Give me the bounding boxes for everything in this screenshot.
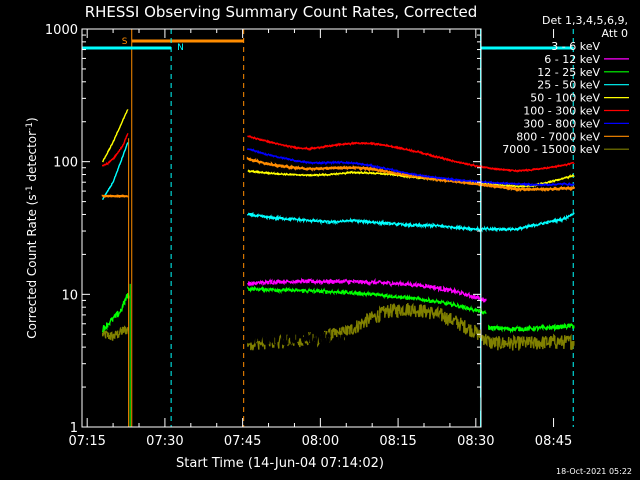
legend-header-line-1: Det 1,3,4,5,6,9, xyxy=(542,14,628,27)
legend-label-0: 3 - 6 keV xyxy=(551,40,600,53)
legend-label-6: 300 - 800 keV xyxy=(523,117,600,130)
series-trace-1 xyxy=(246,156,575,192)
legend-header-line-2: Att 0 xyxy=(602,27,628,40)
legend-label-8: 7000 - 15000 keV xyxy=(502,143,600,156)
series-trace-0 xyxy=(247,327,476,385)
series-trace-0 xyxy=(102,325,129,341)
series-800-7000-kev xyxy=(101,156,575,199)
series-trace-2 xyxy=(488,322,575,334)
x-tick-label: 07:45 xyxy=(224,434,261,449)
axes-layer: 1 10 100 1000 07:15 07:30 07:45 08:00 08:15 08:30… xyxy=(45,23,572,449)
series-trace-0 xyxy=(102,142,129,200)
marker-layer: SN xyxy=(82,29,574,427)
legend-label-2: 12 - 25 keV xyxy=(537,66,600,79)
marker-label-N: N xyxy=(177,43,184,53)
legend-label-4: 50 - 100 keV xyxy=(530,92,600,105)
chart-title: RHESSI Observing Summary Count Rates, Co… xyxy=(85,3,478,21)
series-100-300-kev xyxy=(102,133,575,173)
series-trace-0 xyxy=(102,292,130,333)
series-trace-0 xyxy=(102,109,129,163)
series-trace-1 xyxy=(480,393,492,420)
y-tick-label: 10 xyxy=(61,288,78,303)
series-trace-1 xyxy=(247,285,487,316)
footer-date: 18-Oct-2021 05:22 xyxy=(556,467,632,476)
series-trace-0 xyxy=(247,148,575,188)
series-layer xyxy=(101,109,575,427)
x-tick-label: 08:30 xyxy=(457,434,494,449)
series-trace-0 xyxy=(247,277,487,303)
series-6-12-kev xyxy=(247,277,487,303)
x-tick-label: 08:00 xyxy=(302,434,339,449)
series-12-25-kev xyxy=(102,285,575,334)
series-trace-1 xyxy=(247,135,575,173)
series-trace-1 xyxy=(247,302,575,351)
series-3-6-kev xyxy=(247,327,492,420)
series-trace-0 xyxy=(102,133,129,167)
legend-label-1: 6 - 12 keV xyxy=(544,53,600,66)
marker-label-S: S xyxy=(122,37,128,47)
y-tick-label: 1000 xyxy=(45,23,78,38)
series-trace-1 xyxy=(247,211,575,233)
x-tick-label: 07:30 xyxy=(146,434,183,449)
legend-label-5: 100 - 300 keV xyxy=(523,105,600,118)
series-7000-15000-kev xyxy=(102,302,575,351)
x-axis-label: Start Time (14-Jun-04 07:14:02) xyxy=(176,456,384,471)
x-tick-label: 08:15 xyxy=(379,434,416,449)
series-300-800-kev xyxy=(247,148,575,188)
plot-frame xyxy=(81,28,482,428)
x-tick-label: 08:45 xyxy=(535,434,572,449)
x-tick-label: 07:15 xyxy=(68,434,105,449)
legend-label-3: 25 - 50 keV xyxy=(537,79,600,92)
y-tick-label: 1 xyxy=(70,421,78,436)
series-trace-0 xyxy=(101,194,129,199)
series-25-50-kev xyxy=(102,142,575,233)
y-tick-label: 100 xyxy=(53,156,78,171)
legend-label-7: 800 - 7000 keV xyxy=(516,130,600,143)
y-axis-label: Corrected Count Rate (s-1 detector-1) xyxy=(25,117,39,338)
